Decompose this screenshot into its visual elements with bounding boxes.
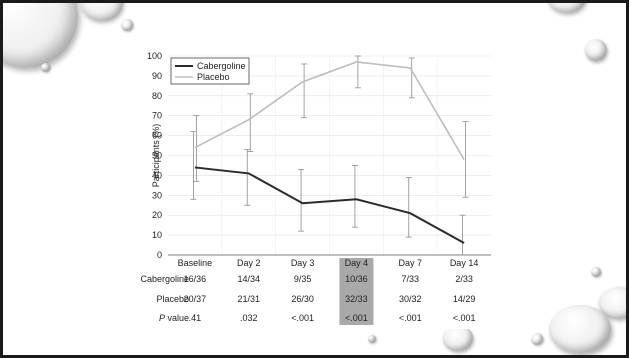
table-cell: 9/35	[294, 274, 312, 284]
table-cell: 30/32	[399, 294, 422, 304]
table-cell: 32/33	[345, 294, 368, 304]
table-cell: 20/37	[184, 294, 207, 304]
series-line-cabergoline	[194, 166, 465, 244]
legend-box	[170, 57, 250, 85]
y-tick-label: 90	[152, 71, 162, 81]
legend-label: Placebo	[197, 72, 230, 82]
table-cell: <.001	[345, 313, 368, 323]
p-italic: P	[159, 313, 165, 323]
y-tick-label: 50	[152, 151, 162, 161]
results-figure: 0 10 20 30 40 50 60 70 80 90 100 Baseline Day 2 Day 3…	[140, 49, 495, 329]
water-drop-decoration	[549, 305, 611, 353]
x-tick-label: Day 7	[398, 258, 422, 268]
axes: 0 10 20 30 40 50 60 70 80 90 100 Baseline Day 2 Day 3…	[147, 51, 491, 268]
y-tick-label: 60	[152, 131, 162, 141]
table-cell: <.001	[453, 313, 476, 323]
table-cell: 2/33	[455, 274, 473, 284]
water-drop-decoration	[443, 325, 473, 351]
x-tick-label: Baseline	[178, 258, 213, 268]
legend-label: Cabergoline	[197, 61, 246, 71]
x-tick-label: Day 4	[345, 258, 369, 268]
table-cell: 7/33	[401, 274, 419, 284]
table-row-label: P value	[159, 313, 189, 323]
y-tick-label: 20	[152, 210, 162, 220]
table-row-label: Cabergoline	[140, 274, 189, 284]
water-drop-decoration	[81, 3, 123, 21]
table-cell: 16/36	[184, 274, 207, 284]
figure-panel	[151, 49, 495, 329]
water-drop-decoration	[585, 39, 607, 61]
table-cell: 14/29	[453, 294, 476, 304]
water-drop-decoration	[548, 3, 586, 13]
table-cell: <.001	[399, 313, 422, 323]
water-drop-decoration	[41, 63, 50, 72]
y-tick-label: 100	[147, 51, 162, 61]
x-tick-label: Day 14	[450, 258, 479, 268]
water-drop-decoration	[368, 335, 376, 343]
series-line-placebo	[194, 61, 465, 160]
y-tick-label: 80	[152, 91, 162, 101]
y-axis-label: Participants (%)	[151, 124, 161, 188]
highlighted-column	[339, 258, 374, 325]
p-label-rest: value	[165, 313, 189, 323]
table-cell: 26/30	[291, 294, 314, 304]
y-tick-label: 40	[152, 170, 162, 180]
y-tick-label: 10	[152, 230, 162, 240]
gridlines	[168, 55, 491, 255]
table-cell: <.001	[291, 313, 314, 323]
x-tick-label: Day 3	[291, 258, 315, 268]
table-cell: .032	[240, 313, 258, 323]
table-cell: 10/36	[345, 274, 368, 284]
slide: 0 10 20 30 40 50 60 70 80 90 100 Baseline Day 2 Day 3…	[3, 3, 626, 355]
series	[190, 55, 469, 256]
y-tick-label: 70	[152, 111, 162, 121]
water-drop-decoration	[591, 267, 601, 277]
water-drop-decoration	[531, 333, 543, 345]
table-cell: .41	[189, 313, 202, 323]
y-tick-label: 0	[157, 250, 162, 260]
y-tick-label: 30	[152, 190, 162, 200]
table-cell: 21/31	[237, 294, 260, 304]
water-drop-decoration	[121, 19, 133, 31]
table-cell: 14/34	[237, 274, 260, 284]
x-tick-label: Day 2	[237, 258, 261, 268]
table-row-label: Placebo	[156, 294, 189, 304]
